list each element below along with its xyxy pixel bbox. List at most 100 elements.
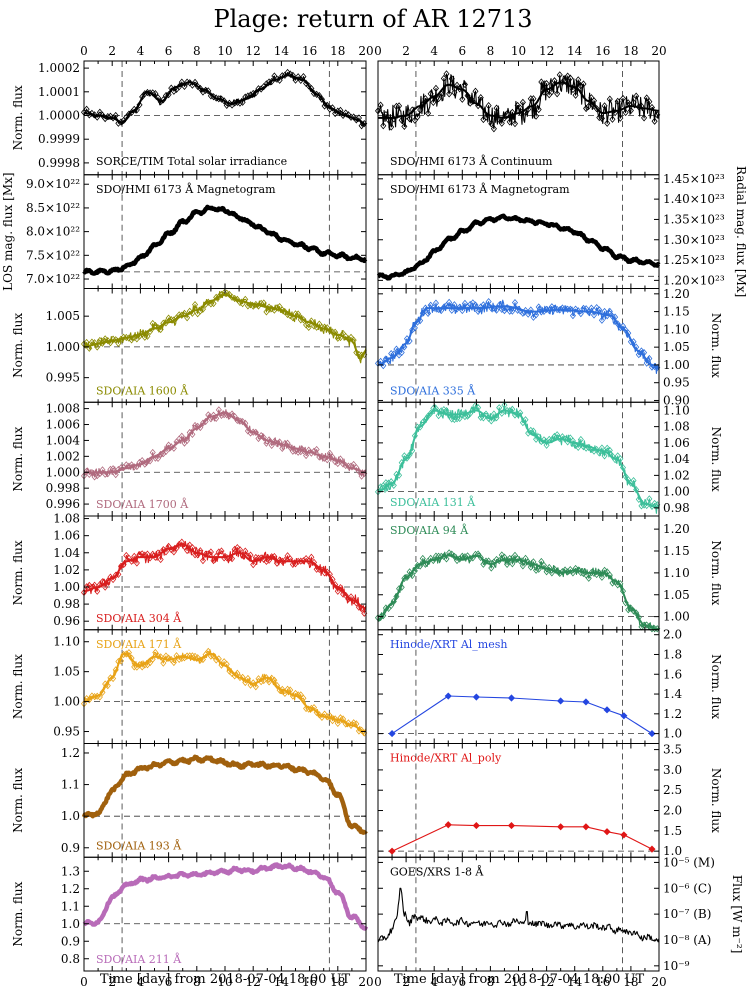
- data-point: [202, 550, 209, 558]
- x-tick-label-top: 0: [374, 44, 382, 58]
- x-tick-label-bottom: 18: [623, 975, 638, 989]
- data-point: [535, 565, 542, 573]
- data-point: [617, 580, 624, 588]
- data-point: [507, 694, 516, 702]
- data-point: [192, 301, 199, 309]
- data-point: [435, 305, 442, 313]
- data-point: [355, 114, 362, 122]
- data-point: [139, 663, 146, 671]
- panel-label: Hinode/XRT Al_poly: [390, 752, 502, 765]
- data-point: [435, 412, 442, 420]
- data-point: [136, 458, 143, 467]
- data-point: [554, 431, 561, 439]
- y-tick-label: 1.00: [53, 580, 80, 594]
- data-point: [207, 300, 214, 308]
- data-point: [287, 555, 294, 563]
- data-point: [86, 344, 93, 352]
- data-point: [361, 350, 368, 359]
- data-point: [202, 300, 209, 309]
- data-point: [160, 319, 167, 327]
- data-point: [184, 546, 191, 555]
- y-tick-label: 1.05: [53, 665, 80, 679]
- data-point: [654, 111, 661, 119]
- data-point: [112, 666, 119, 674]
- data-point: [326, 105, 333, 113]
- x-tick-label-top: 14: [274, 44, 290, 58]
- data-point: [117, 335, 125, 343]
- data-point: [329, 717, 336, 725]
- data-point: [643, 501, 650, 510]
- x-axis-label-right: Time [day] from 2018-07-04 18:00 UT: [394, 972, 645, 987]
- panel-label: GOES/XRS 1-8 Å: [390, 864, 484, 878]
- data-point: [396, 102, 403, 110]
- data-point: [519, 98, 526, 106]
- data-point: [199, 419, 206, 427]
- data-point: [334, 719, 341, 728]
- data-point: [115, 465, 122, 474]
- data-point: [107, 339, 114, 347]
- data-point: [94, 471, 101, 480]
- data-point: [430, 404, 437, 413]
- data-point: [633, 486, 640, 494]
- data-point: [165, 654, 172, 662]
- data-point: [326, 449, 333, 457]
- data-point: [221, 289, 228, 297]
- panel-aia171: 0.95 1.00 1.05 1.10 SDO/AIA 171 Å Norm. flux: [11, 629, 368, 744]
- data-point: [374, 359, 382, 368]
- data-point: [289, 71, 296, 79]
- y-tick-label: 0.998: [46, 481, 80, 495]
- data-point: [226, 412, 233, 420]
- data-point: [540, 561, 547, 569]
- y-tick-label: 1.4: [663, 687, 682, 701]
- data-point: [178, 538, 185, 546]
- data-point: [276, 556, 283, 564]
- data-point: [184, 78, 191, 86]
- data-point: [390, 115, 397, 123]
- data-point: [305, 557, 312, 565]
- data-point: [388, 601, 395, 610]
- data-point: [493, 555, 500, 564]
- data-point: [155, 549, 162, 557]
- data-point: [482, 113, 490, 121]
- data-point: [606, 307, 613, 316]
- data-point: [533, 566, 540, 574]
- y-axis-label: Norm. flux: [11, 313, 25, 378]
- data-point: [99, 578, 106, 586]
- data-point: [582, 698, 590, 706]
- data-point: [427, 409, 434, 417]
- data-point: [162, 92, 169, 100]
- data-point: [155, 324, 162, 332]
- data-point: [485, 557, 492, 565]
- data-point: [546, 563, 553, 572]
- data-point: [619, 322, 627, 330]
- data-point: [213, 414, 220, 422]
- data-point: [221, 411, 228, 419]
- x-tick-label-top: 10: [217, 44, 232, 58]
- data-point: [281, 689, 288, 698]
- data-point: [316, 453, 323, 461]
- y-tick-label: 1.2: [61, 746, 80, 760]
- data-point: [305, 323, 312, 332]
- data-point: [88, 583, 95, 591]
- data-point: [247, 681, 254, 689]
- data-point: [310, 704, 318, 712]
- data-point: [562, 566, 569, 574]
- data-point: [385, 116, 392, 124]
- x-tick-label-top: 6: [458, 44, 466, 58]
- data-point: [308, 553, 315, 561]
- data-point: [601, 452, 608, 460]
- data-point: [538, 437, 545, 446]
- series-line: [83, 409, 367, 478]
- data-point: [350, 336, 357, 344]
- data-point: [102, 680, 109, 688]
- data-point: [643, 94, 650, 102]
- data-point: [242, 93, 249, 101]
- data-point: [509, 405, 516, 413]
- series-line: [391, 695, 653, 735]
- data-point: [398, 459, 405, 467]
- data-point: [475, 307, 482, 316]
- data-point: [318, 323, 325, 331]
- data-point: [538, 308, 545, 316]
- data-point: [247, 551, 254, 559]
- data-point: [342, 720, 349, 728]
